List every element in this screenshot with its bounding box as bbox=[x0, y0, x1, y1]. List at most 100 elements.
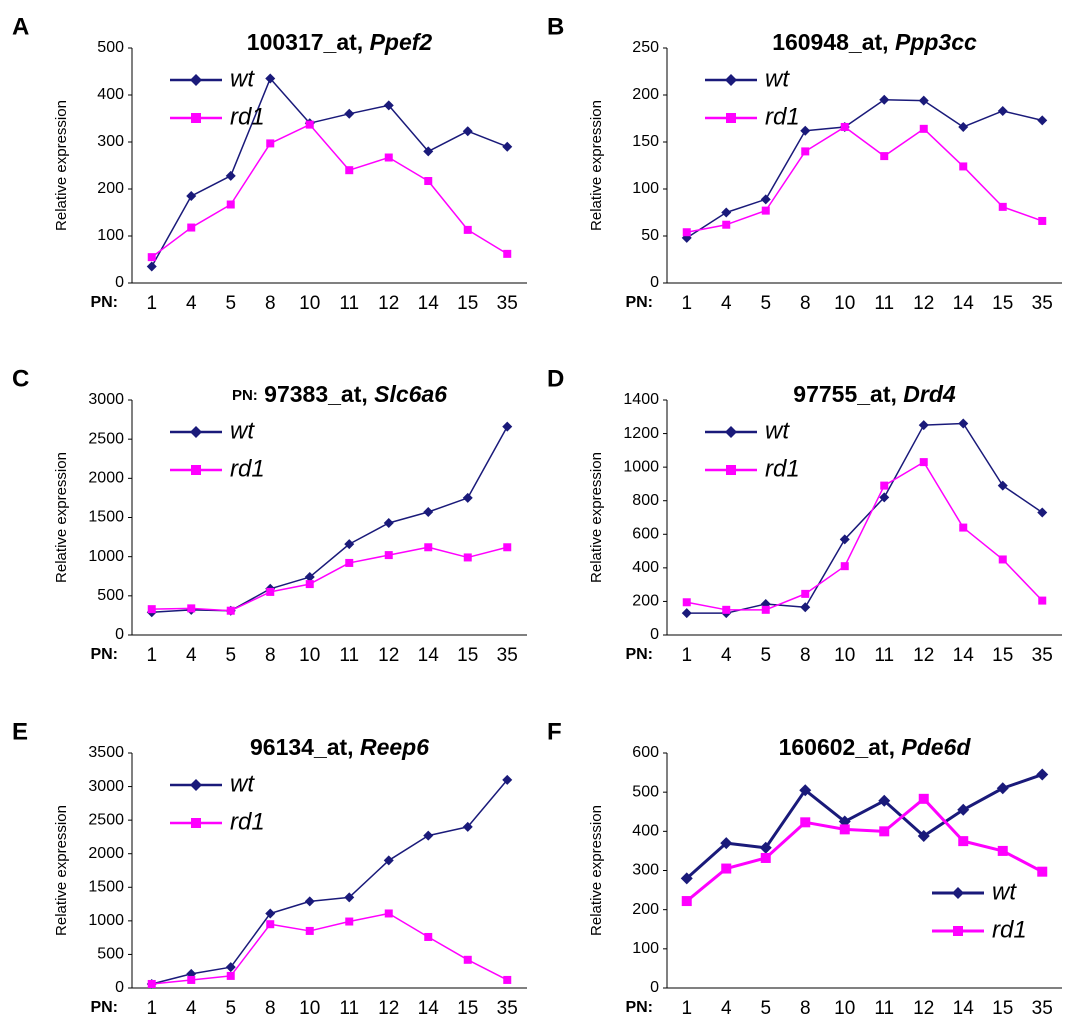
y-tick-label: 600 bbox=[632, 526, 659, 543]
marker bbox=[838, 815, 851, 828]
marker bbox=[760, 194, 771, 205]
x-tick-label: 10 bbox=[834, 998, 855, 1019]
series-line bbox=[686, 98, 1043, 239]
marker bbox=[957, 803, 970, 816]
y-tick-label: 800 bbox=[632, 492, 659, 509]
y-tick-label: 1200 bbox=[623, 425, 659, 442]
y-tick-label: 200 bbox=[632, 901, 659, 918]
y-axis-label: Relative expression bbox=[588, 452, 605, 583]
x-tick-label: 14 bbox=[418, 645, 440, 666]
marker bbox=[879, 492, 890, 503]
y-tick-label: 50 bbox=[641, 227, 659, 244]
x-tick-label: 15 bbox=[992, 998, 1013, 1019]
legend-marker bbox=[191, 465, 201, 475]
marker bbox=[840, 122, 849, 131]
marker bbox=[423, 146, 434, 157]
x-tick-label: 12 bbox=[378, 645, 399, 666]
x-tick-label: 4 bbox=[721, 645, 732, 666]
legend-label: wt bbox=[992, 878, 1017, 905]
marker bbox=[917, 830, 930, 843]
title-id: 97383_at, bbox=[264, 381, 368, 407]
title-id: 97755_at, bbox=[793, 381, 897, 407]
title-id: 96134_at, bbox=[250, 734, 354, 760]
x-tick-label: 15 bbox=[457, 645, 478, 666]
marker bbox=[682, 598, 691, 607]
x-tick-label: 15 bbox=[992, 293, 1013, 314]
marker bbox=[424, 932, 433, 941]
series-line bbox=[151, 426, 508, 614]
x-tick-label: 12 bbox=[378, 293, 399, 314]
marker bbox=[761, 605, 770, 614]
x-tick-label: 12 bbox=[913, 645, 934, 666]
legend-marker bbox=[725, 426, 737, 438]
x-tick-label: 11 bbox=[874, 998, 894, 1019]
x-tick-label: 14 bbox=[953, 998, 975, 1019]
x-tick-label: 1 bbox=[681, 645, 692, 666]
y-tick-label: 500 bbox=[97, 587, 124, 604]
legend-label: wt bbox=[765, 65, 790, 92]
y-axis-label: Relative expression bbox=[588, 805, 605, 936]
marker bbox=[760, 852, 771, 863]
marker bbox=[997, 480, 1008, 491]
series-line bbox=[686, 126, 1043, 233]
marker bbox=[958, 836, 969, 847]
y-tick-label: 400 bbox=[632, 559, 659, 576]
x-axis-label: PN: bbox=[90, 294, 118, 311]
legend-marker bbox=[190, 74, 202, 86]
marker bbox=[801, 589, 810, 598]
marker bbox=[879, 826, 890, 837]
marker bbox=[919, 124, 928, 133]
legend-marker bbox=[725, 74, 737, 86]
marker bbox=[147, 605, 156, 614]
marker bbox=[959, 523, 968, 532]
x-tick-label: 1 bbox=[146, 998, 157, 1019]
y-tick-label: 2000 bbox=[88, 470, 124, 487]
marker bbox=[1037, 115, 1048, 126]
marker bbox=[958, 121, 969, 132]
marker bbox=[187, 223, 196, 232]
marker bbox=[225, 170, 236, 181]
marker bbox=[423, 507, 434, 518]
marker bbox=[305, 120, 314, 129]
legend-label: rd1 bbox=[992, 916, 1027, 943]
legend-label: wt bbox=[230, 417, 255, 444]
marker bbox=[383, 855, 394, 866]
marker bbox=[423, 830, 434, 841]
chart-title: 96134_at, Reep6 bbox=[250, 734, 429, 760]
marker bbox=[344, 539, 355, 550]
x-tick-label: 11 bbox=[339, 293, 359, 314]
marker bbox=[383, 517, 394, 528]
chart-title: 160602_at, Pde6d bbox=[779, 734, 972, 760]
marker bbox=[384, 909, 393, 918]
legend-marker bbox=[190, 426, 202, 438]
y-tick-label: 300 bbox=[632, 862, 659, 879]
y-tick-label: 1500 bbox=[88, 509, 124, 526]
legend-label: wt bbox=[765, 417, 790, 444]
title-id: 160948_at, bbox=[772, 29, 888, 55]
x-axis-label: PN: bbox=[90, 999, 118, 1016]
chart-title: 97755_at, Drd4 bbox=[793, 381, 956, 407]
y-tick-label: 0 bbox=[115, 626, 124, 643]
y-tick-label: 2500 bbox=[88, 811, 124, 828]
marker bbox=[880, 481, 889, 490]
marker bbox=[680, 872, 693, 885]
marker bbox=[187, 604, 196, 613]
marker bbox=[147, 979, 156, 988]
panel: F 160602_at, Pde6d 0 100 200 300 400 500 600 PN: 1… bbox=[547, 718, 1062, 1019]
legend-marker bbox=[726, 113, 736, 123]
marker bbox=[681, 896, 692, 907]
x-tick-label: 35 bbox=[1032, 293, 1053, 314]
marker bbox=[344, 108, 355, 119]
marker bbox=[800, 125, 811, 136]
marker bbox=[840, 562, 849, 571]
title-id: 100317_at, bbox=[247, 29, 363, 55]
x-tick-label: 35 bbox=[497, 645, 518, 666]
x-tick-label: 14 bbox=[418, 998, 440, 1019]
y-tick-label: 100 bbox=[632, 940, 659, 957]
marker bbox=[147, 253, 156, 262]
legend-marker bbox=[953, 926, 963, 936]
marker bbox=[186, 191, 197, 202]
title-gene: Ppef2 bbox=[370, 29, 433, 55]
x-tick-label: 8 bbox=[800, 645, 811, 666]
